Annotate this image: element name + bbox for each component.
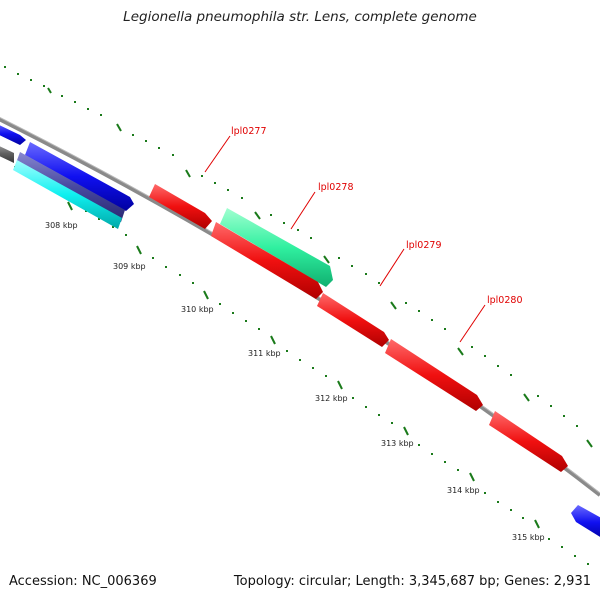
scale-label-308: 308 kbp xyxy=(45,221,78,230)
scale-label-310: 310 kbp xyxy=(181,305,214,314)
feature-blue-edge xyxy=(0,125,26,145)
feature-blue-2 xyxy=(571,505,600,537)
leader-lpl0277 xyxy=(204,135,231,173)
scale-label-311: 311 kbp xyxy=(248,349,281,358)
feature-slate-1 xyxy=(16,152,125,222)
map-title: Legionella pneumophila str. Lens, comple… xyxy=(123,9,477,25)
gene-label-lpl0278: lpl0278 xyxy=(318,182,354,193)
gene-arrow-lpl0279 xyxy=(211,222,323,299)
gene-label-lpl0277: lpl0277 xyxy=(231,126,267,137)
leader-lpl0280 xyxy=(459,304,486,343)
inner-scale-ring xyxy=(14,166,589,565)
scale-label-312: 312 kbp xyxy=(315,394,348,403)
gene-label-lpl0280: lpl0280 xyxy=(487,295,523,306)
feature-cyan-1 xyxy=(13,160,122,229)
gene-label-lpl0279: lpl0279 xyxy=(406,240,442,251)
feature-blue-1 xyxy=(25,142,134,211)
scale-label-309: 309 kbp xyxy=(113,262,146,271)
gene-arrow-lpl0280-b xyxy=(385,339,483,411)
gene-arrow-lpl0280-a xyxy=(317,293,389,347)
gene-arrow-1 xyxy=(149,184,212,229)
scale-label-314: 314 kbp xyxy=(447,486,480,495)
accession-label: Accession: NC_006369 xyxy=(9,574,157,589)
genome-summary: Topology: circular; Length: 3,345,687 bp… xyxy=(233,574,591,589)
gene-arrow-lpl0281 xyxy=(489,411,568,472)
feature-grey-edge xyxy=(0,146,14,163)
scale-label-313: 313 kbp xyxy=(381,439,414,448)
scale-label-315: 315 kbp xyxy=(512,533,545,542)
gene-arrow-lpl0278 xyxy=(220,208,333,287)
leader-lpl0278 xyxy=(290,191,316,230)
outer-scale-ring xyxy=(4,66,593,448)
leader-lpl0279 xyxy=(379,248,405,287)
